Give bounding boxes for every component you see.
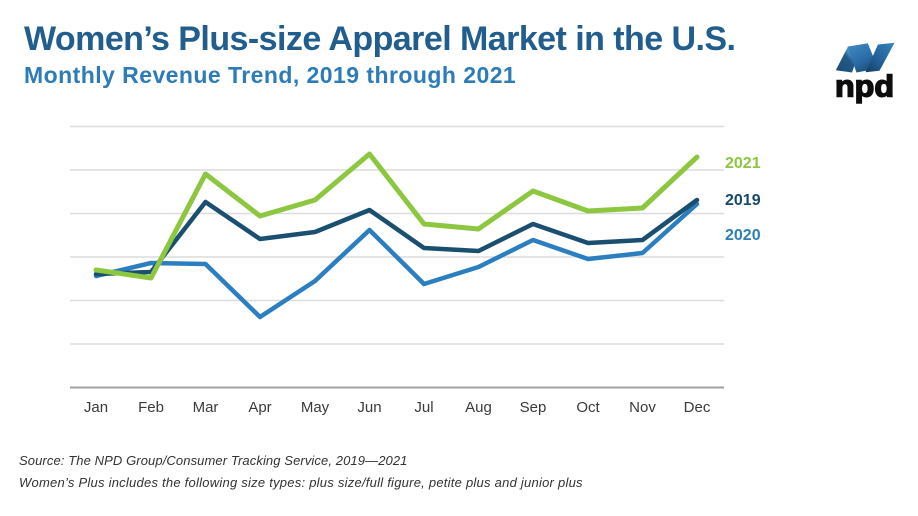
svg-text:npd: npd [835, 69, 894, 104]
